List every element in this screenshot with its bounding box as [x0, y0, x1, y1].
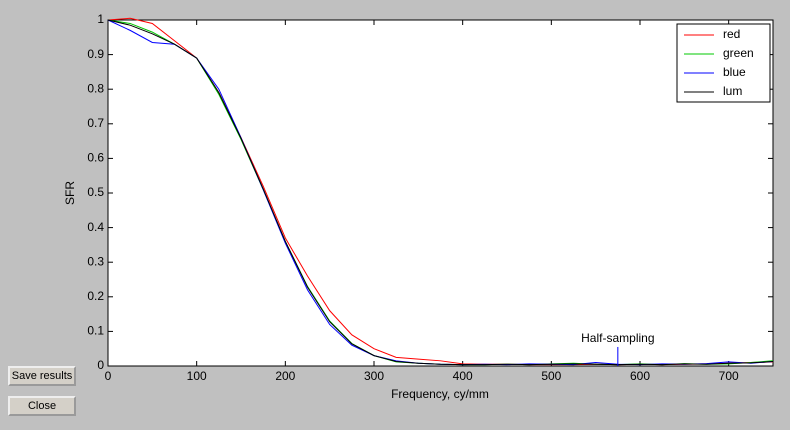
save-results-button[interactable]: Save results	[8, 366, 76, 386]
y-tick-label: 1	[97, 12, 104, 26]
y-tick-label: 0.6	[87, 151, 104, 165]
close-button[interactable]: Close	[8, 396, 76, 416]
x-tick-label: 500	[541, 369, 561, 383]
legend-label: green	[723, 46, 754, 60]
y-tick-label: 0.8	[87, 81, 104, 95]
y-tick-label: 0.7	[87, 116, 104, 130]
legend-box	[676, 23, 771, 103]
plot-area	[107, 19, 774, 367]
x-axis-label: Frequency, cy/mm	[391, 387, 489, 401]
y-tick-label: 0.4	[87, 220, 104, 234]
x-tick-label: 0	[105, 369, 112, 383]
legend-label: red	[723, 27, 740, 41]
x-tick-label: 300	[364, 369, 384, 383]
x-tick-label: 400	[453, 369, 473, 383]
y-tick-label: 0.2	[87, 289, 104, 303]
x-tick-label: 200	[275, 369, 295, 383]
x-tick-label: 100	[187, 369, 207, 383]
x-tick-label: 700	[719, 369, 739, 383]
legend-label: blue	[723, 65, 746, 79]
x-tick-label: 600	[630, 369, 650, 383]
y-tick-label: 0.1	[87, 324, 104, 338]
y-tick-label: 0	[97, 358, 104, 372]
y-axis-label: SFR	[63, 181, 77, 205]
y-tick-label: 0.3	[87, 254, 104, 268]
y-tick-label: 0.5	[87, 185, 104, 199]
legend-label: lum	[723, 84, 742, 98]
annotation: Half-sampling	[581, 331, 654, 345]
series-line	[107, 19, 774, 366]
y-tick-label: 0.9	[87, 47, 104, 61]
